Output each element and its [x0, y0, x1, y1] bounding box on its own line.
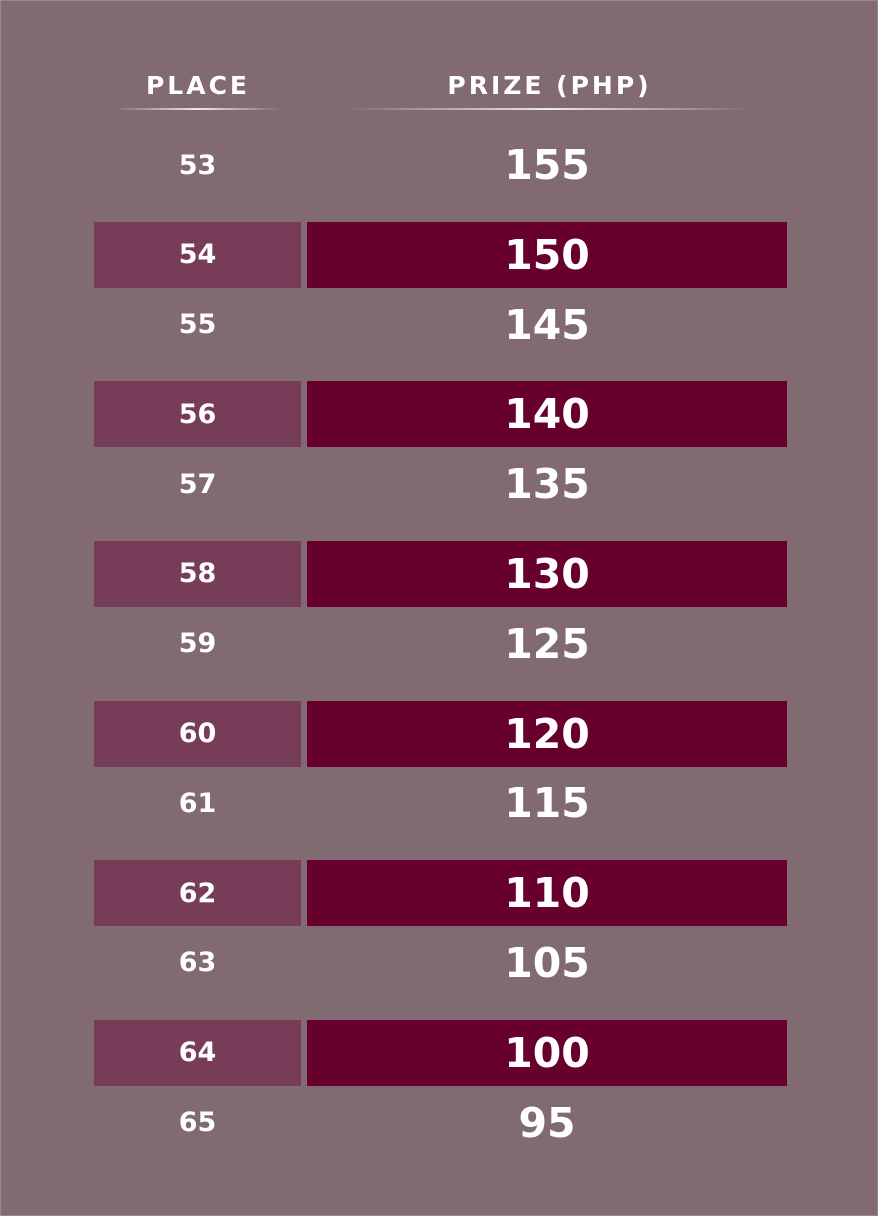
place-cell: 62 [94, 860, 301, 927]
prize-header-underline [347, 108, 752, 110]
place-cell: 61 [178, 787, 217, 819]
place-cell: 65 [178, 1107, 217, 1139]
table-row: 56 140 [1, 371, 878, 451]
prize-cell: 145 [504, 300, 590, 349]
place-header-underline [114, 108, 282, 110]
table-row: 53 155 [1, 132, 878, 212]
prize-rows: 53 155 54 150 55 145 56 140 57 135 58 130 59 125 60 120… [1, 132, 878, 1169]
prize-cell: 140 [307, 381, 787, 448]
prize-cell: 115 [504, 779, 590, 828]
prize-column-header: PRIZE (PHP) [447, 71, 652, 100]
prize-cell: 100 [307, 1019, 787, 1086]
place-cell: 55 [178, 309, 217, 341]
place-cell: 64 [94, 1019, 301, 1086]
prize-cell: 120 [307, 700, 787, 767]
table-row: 57 135 [1, 451, 878, 531]
place-cell: 54 [94, 221, 301, 288]
table-row: 63 105 [1, 930, 878, 1010]
table-row: 55 145 [1, 292, 878, 372]
prize-cell: 110 [307, 860, 787, 927]
place-cell: 58 [94, 540, 301, 607]
table-row: 62 110 [1, 850, 878, 930]
table-row: 59 125 [1, 611, 878, 691]
place-cell: 56 [94, 381, 301, 448]
prize-cell: 135 [504, 460, 590, 509]
prize-cell: 95 [518, 1098, 576, 1147]
prize-cell: 130 [307, 540, 787, 607]
table-row: 64 100 [1, 1010, 878, 1090]
prize-cell: 150 [307, 221, 787, 288]
place-cell: 60 [94, 700, 301, 767]
prize-cell: 125 [504, 619, 590, 668]
prize-cell: 155 [504, 141, 590, 189]
table-row: 60 120 [1, 691, 878, 771]
prize-cell: 105 [504, 938, 590, 987]
table-row: 61 115 [1, 770, 878, 850]
place-column-header: PLACE [145, 71, 251, 100]
table-row: 58 130 [1, 531, 878, 611]
place-cell: 63 [178, 947, 217, 979]
place-cell: 59 [178, 628, 217, 660]
place-cell: 57 [178, 468, 217, 500]
place-cell: 53 [178, 149, 217, 181]
table-row: 65 95 [1, 1090, 878, 1170]
table-row: 54 150 [1, 212, 878, 292]
